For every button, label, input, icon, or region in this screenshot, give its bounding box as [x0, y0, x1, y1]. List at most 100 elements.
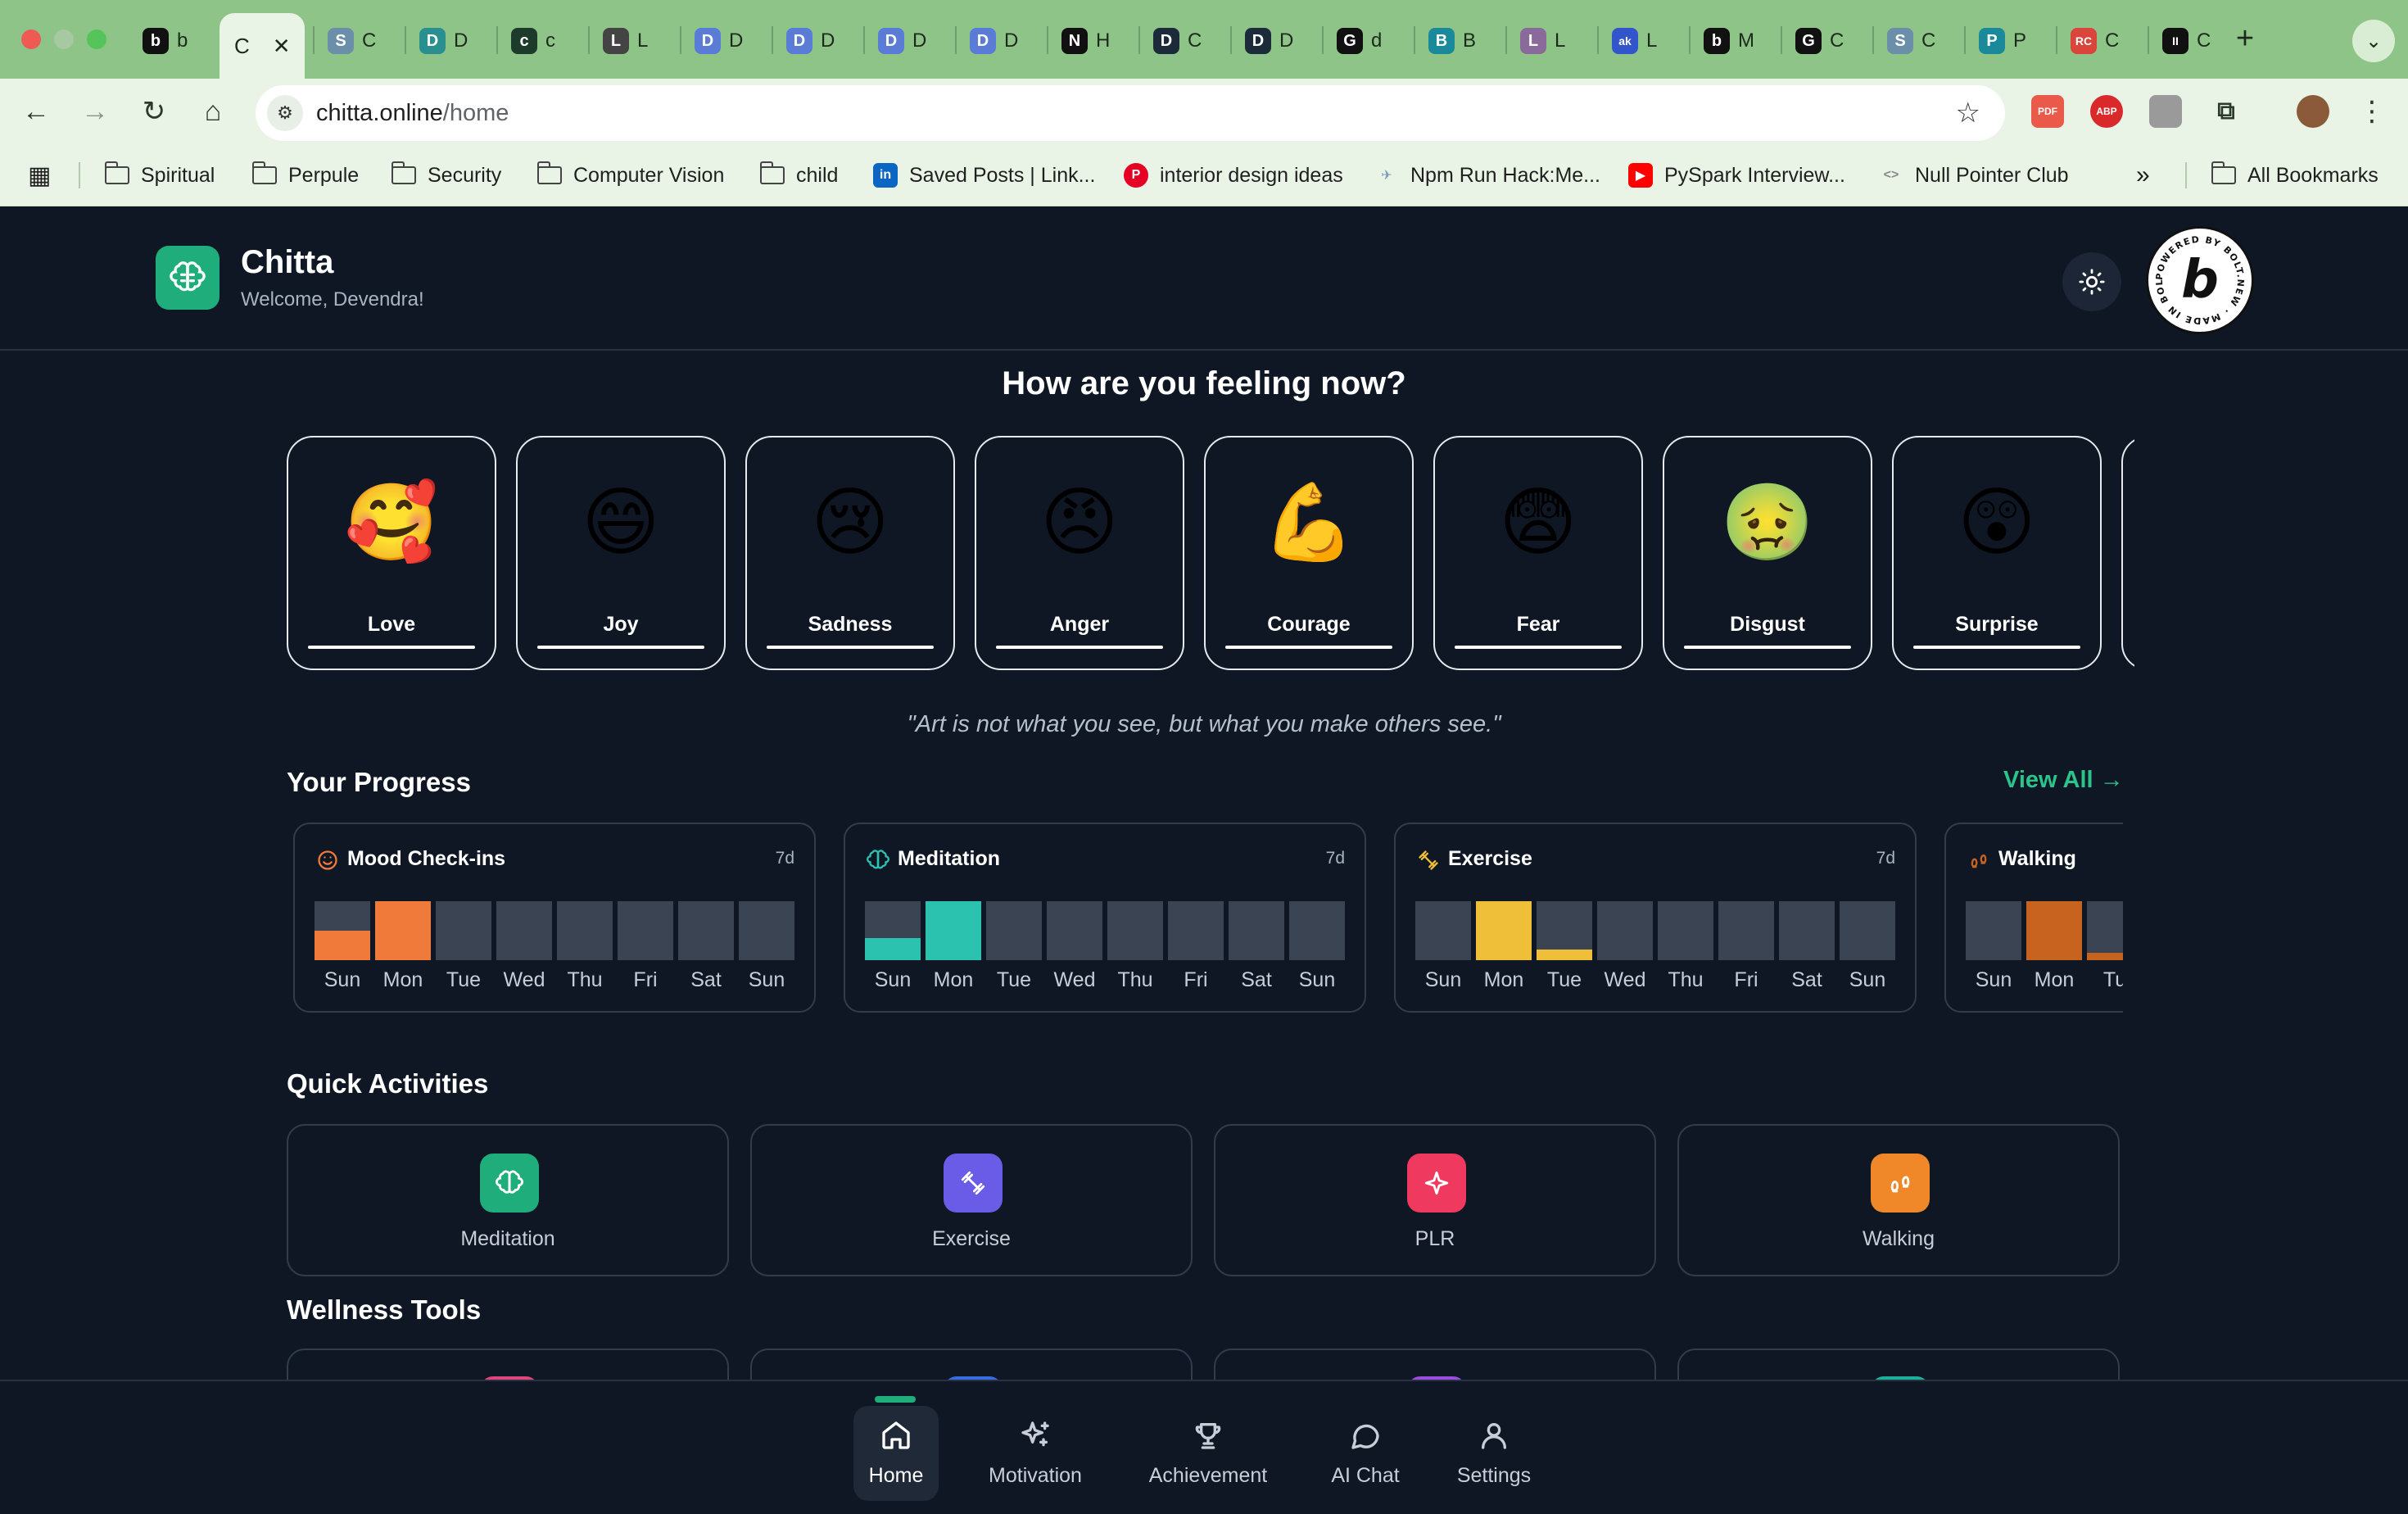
extension-adblock-icon[interactable]: ABP — [2090, 95, 2123, 128]
bookmark-security[interactable]: Security — [391, 159, 501, 192]
extension-reader-icon[interactable] — [2149, 95, 2182, 128]
apps-grid-icon[interactable]: ▦ — [28, 161, 52, 189]
window-close-dot[interactable] — [21, 29, 41, 49]
nav-achievement[interactable]: Achievement — [1135, 1406, 1281, 1501]
tab-divider — [1964, 26, 1966, 54]
bookmarks-overflow-button[interactable]: » — [2136, 161, 2150, 188]
tab-title: d — [1371, 29, 1383, 52]
progress-card-exercise[interactable]: Exercise 7d Sun Mon Tue Wed Thu Fri Sat Sun — [1394, 823, 1917, 1013]
extensions-puzzle-icon[interactable]: ⧉ — [2217, 97, 2235, 125]
progress-day-label: Wed — [503, 968, 545, 991]
brain-icon — [867, 849, 889, 872]
theme-toggle-button[interactable] — [2062, 252, 2121, 311]
address-bar[interactable]: ⚙ chitta.online/home ☆ — [256, 85, 2005, 141]
browser-tab-active[interactable]: C ✕ — [220, 13, 305, 79]
browser-tab[interactable]: II C — [2151, 16, 2211, 66]
profile-avatar-icon[interactable] — [2297, 95, 2329, 128]
nav-settings[interactable]: Settings — [1445, 1406, 1543, 1501]
tab-divider — [2148, 26, 2149, 54]
quick-activity-plr[interactable]: PLR — [1214, 1124, 1656, 1276]
nav-home[interactable]: Home — [853, 1406, 939, 1501]
bookmark-pyspark-interview[interactable]: ▶ PySpark Interview... — [1628, 159, 1845, 192]
progress-bar-day — [375, 901, 431, 960]
emotion-card-partial[interactable] — [2121, 436, 2134, 670]
browser-tab[interactable]: RC C — [2059, 16, 2119, 66]
window-minimize-dot[interactable] — [54, 29, 74, 49]
all-bookmarks-folder[interactable]: All Bookmarks — [2211, 159, 2379, 192]
emotion-card-fear[interactable]: 😨 Fear — [1433, 436, 1643, 670]
extension-pdf-icon[interactable]: PDF — [2031, 95, 2064, 128]
emotion-card-courage[interactable]: 💪 Courage — [1204, 436, 1414, 670]
progress-card-meditation[interactable]: Meditation 7d Sun Mon Tue Wed Thu Fri Sat Sun — [844, 823, 1366, 1013]
bookmark-npm-run-hack-me[interactable]: ✈ Npm Run Hack:Me... — [1374, 159, 1600, 192]
bookmark-star-icon[interactable]: ☆ — [1955, 97, 1980, 129]
tab-close-icon[interactable]: ✕ — [272, 33, 291, 58]
emotion-label: Anger — [1049, 613, 1110, 636]
emotion-card-love[interactable]: 🥰 Love — [287, 436, 496, 670]
dumbbell-icon — [1417, 849, 1440, 872]
quick-activity-meditation[interactable]: Meditation — [287, 1124, 729, 1276]
progress-card-walking[interactable]: Walking7dSunMonTuWedThuFriSatSun — [1944, 823, 2123, 1013]
view-all-link[interactable]: View All → — [2003, 767, 2124, 793]
progress-card-mood-check-ins[interactable]: Mood Check-ins 7d Sun Mon Tue Wed Thu Fri Sat Sun — [293, 823, 816, 1013]
progress-day-label: Fri — [1184, 968, 1208, 991]
home-button[interactable]: ⌂ — [204, 95, 222, 127]
bookmark-perpule[interactable]: Perpule — [251, 159, 359, 192]
window-zoom-dot[interactable] — [87, 29, 106, 49]
emotion-card-anger[interactable]: 😠 Anger — [975, 436, 1184, 670]
emotion-card-sadness[interactable]: 😢 Sadness — [745, 436, 955, 670]
back-button[interactable]: ← — [22, 95, 50, 127]
bookmark-child[interactable]: child — [759, 159, 839, 192]
reload-button[interactable]: ↻ — [142, 96, 166, 127]
tab-favicon-icon: L — [1520, 28, 1546, 54]
bolt-badge-logo[interactable]: POWERED BY BOLT.NEW · MADE IN BOLT.NEW ·… — [2146, 226, 2254, 334]
bookmark-spiritual[interactable]: Spiritual — [104, 159, 215, 192]
tab-search-button[interactable]: ⌄ — [2352, 20, 2395, 62]
forward-button[interactable]: → — [81, 95, 109, 127]
surprise-emoji-icon: 😲 — [1958, 481, 2036, 564]
nav-label: Settings — [1456, 1464, 1532, 1487]
nav-ai-chat[interactable]: AI Chat — [1320, 1406, 1410, 1501]
progress-bar-day — [1107, 901, 1163, 960]
site-info-icon[interactable]: ⚙ — [267, 95, 303, 131]
tab-title: C — [1188, 29, 1202, 52]
nav-motivation[interactable]: Motivation — [971, 1406, 1099, 1501]
bookmark-computer-vision[interactable]: Computer Vision — [536, 159, 724, 192]
bookmark-label: child — [796, 163, 839, 187]
brain-icon — [480, 1154, 539, 1213]
emotion-card-disgust[interactable]: 🤢 Disgust — [1663, 436, 1872, 670]
progress-bar-day — [865, 901, 921, 960]
url-text[interactable]: chitta.online/home — [316, 100, 509, 126]
new-tab-button[interactable]: + — [2235, 20, 2255, 56]
emotion-card-joy[interactable]: 😄 Joy — [516, 436, 726, 670]
browser-menu-button[interactable]: ⋮ — [2358, 96, 2386, 127]
joy-emoji-icon: 😄 — [582, 481, 660, 564]
quick-activity-walking[interactable]: Walking — [1677, 1124, 2120, 1276]
bookmark-null-pointer-club[interactable]: <> Null Pointer Club — [1879, 159, 2069, 192]
browser-tab[interactable]: ak L — [1600, 16, 1657, 66]
emotion-card-surprise[interactable]: 😲 Surprise — [1892, 436, 2102, 670]
quick-activity-exercise[interactable]: Exercise — [750, 1124, 1193, 1276]
bookmark-saved-posts-link[interactable]: in Saved Posts | Link... — [873, 159, 1095, 192]
progress-day-label: Wed — [1604, 968, 1646, 991]
